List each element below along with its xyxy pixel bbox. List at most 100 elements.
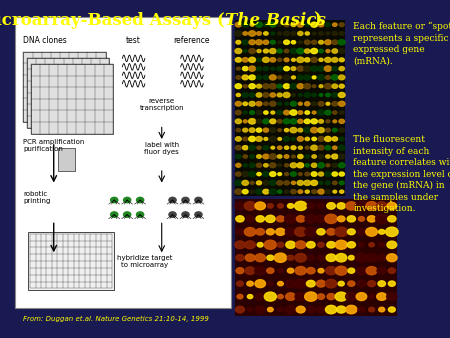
Circle shape: [236, 76, 241, 79]
Circle shape: [318, 242, 324, 247]
Circle shape: [305, 155, 310, 158]
Circle shape: [319, 120, 324, 123]
Circle shape: [243, 164, 247, 167]
Circle shape: [256, 306, 265, 313]
Text: Each feature or “spot”
represents a specific
expressed gene
(mRNA).: Each feature or “spot” represents a spec…: [353, 22, 450, 66]
Circle shape: [124, 212, 131, 217]
Circle shape: [297, 119, 303, 123]
Circle shape: [387, 241, 397, 248]
Circle shape: [346, 305, 357, 314]
Circle shape: [277, 268, 284, 273]
Circle shape: [256, 58, 261, 62]
Circle shape: [290, 49, 297, 53]
Circle shape: [270, 180, 276, 186]
Circle shape: [325, 23, 331, 27]
Circle shape: [347, 216, 356, 222]
Circle shape: [288, 268, 294, 273]
Circle shape: [255, 254, 266, 262]
Circle shape: [310, 127, 318, 133]
Circle shape: [359, 243, 365, 247]
Circle shape: [312, 93, 316, 97]
Circle shape: [262, 57, 269, 63]
Circle shape: [318, 268, 324, 273]
Text: reference: reference: [174, 36, 210, 45]
Circle shape: [311, 163, 317, 167]
Circle shape: [256, 119, 262, 123]
Text: PCR amplification
purification: PCR amplification purification: [23, 139, 85, 152]
Circle shape: [256, 128, 262, 132]
Circle shape: [316, 280, 325, 287]
Text: hybridize target
to microarray: hybridize target to microarray: [117, 255, 172, 268]
Circle shape: [369, 294, 374, 299]
Circle shape: [288, 203, 294, 208]
Circle shape: [256, 181, 261, 185]
Circle shape: [306, 280, 315, 287]
Circle shape: [325, 214, 337, 223]
Circle shape: [388, 307, 395, 312]
Circle shape: [318, 102, 324, 106]
Circle shape: [256, 137, 262, 141]
Circle shape: [278, 308, 283, 312]
Circle shape: [305, 111, 310, 114]
Circle shape: [333, 23, 337, 26]
Circle shape: [369, 243, 374, 247]
Circle shape: [332, 154, 338, 159]
Circle shape: [249, 66, 256, 71]
Bar: [28, 232, 114, 290]
Circle shape: [250, 111, 255, 114]
Circle shape: [284, 190, 289, 193]
Circle shape: [312, 111, 316, 114]
Circle shape: [242, 75, 248, 80]
Circle shape: [378, 281, 386, 287]
Circle shape: [291, 23, 296, 26]
Circle shape: [271, 32, 275, 35]
Circle shape: [277, 120, 282, 123]
Circle shape: [304, 93, 310, 97]
Circle shape: [263, 154, 269, 159]
Circle shape: [283, 92, 290, 98]
Circle shape: [326, 164, 330, 167]
Circle shape: [326, 155, 330, 158]
Circle shape: [325, 40, 331, 45]
Circle shape: [278, 190, 282, 193]
Circle shape: [304, 66, 311, 71]
Circle shape: [324, 137, 331, 141]
Circle shape: [348, 268, 355, 273]
Circle shape: [243, 111, 247, 114]
Circle shape: [311, 57, 317, 62]
Circle shape: [295, 279, 307, 288]
Circle shape: [270, 128, 276, 132]
Circle shape: [367, 216, 376, 222]
Circle shape: [387, 293, 397, 300]
Circle shape: [278, 102, 282, 105]
Circle shape: [305, 214, 317, 223]
Circle shape: [257, 243, 263, 247]
Text: test: test: [126, 36, 141, 45]
Circle shape: [292, 155, 295, 158]
Circle shape: [326, 267, 337, 275]
Circle shape: [242, 40, 248, 45]
Circle shape: [325, 128, 330, 132]
Circle shape: [318, 128, 324, 132]
Circle shape: [325, 172, 331, 176]
Circle shape: [326, 49, 330, 53]
Circle shape: [236, 128, 241, 132]
Circle shape: [243, 137, 248, 141]
Circle shape: [136, 212, 144, 217]
Circle shape: [319, 181, 323, 185]
Circle shape: [249, 101, 255, 106]
Circle shape: [284, 31, 289, 36]
Circle shape: [263, 40, 269, 44]
Circle shape: [338, 92, 345, 98]
Circle shape: [305, 164, 310, 167]
Circle shape: [278, 164, 282, 167]
Circle shape: [249, 163, 255, 168]
Text: DNA clones: DNA clones: [23, 36, 67, 45]
Circle shape: [319, 49, 323, 53]
Circle shape: [244, 201, 256, 210]
Circle shape: [291, 181, 296, 185]
Circle shape: [235, 189, 242, 194]
Circle shape: [263, 119, 269, 124]
Circle shape: [242, 93, 248, 97]
Circle shape: [297, 163, 304, 168]
